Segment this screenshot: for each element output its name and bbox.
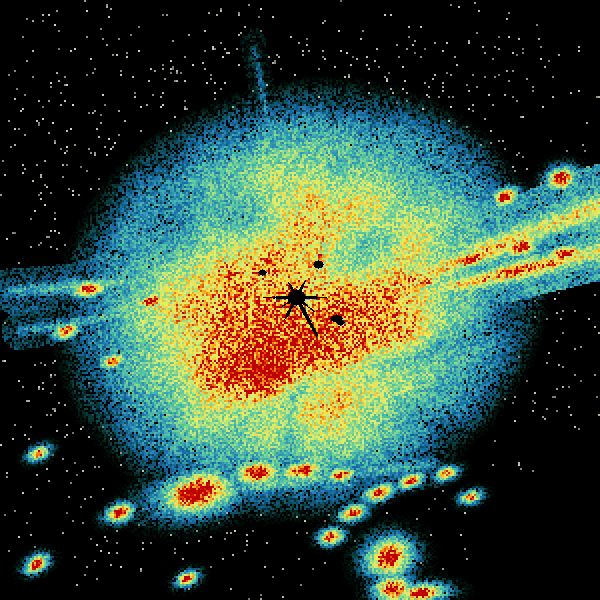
image-viewport bbox=[0, 0, 600, 600]
false-colour-astronomical-image bbox=[0, 0, 600, 600]
